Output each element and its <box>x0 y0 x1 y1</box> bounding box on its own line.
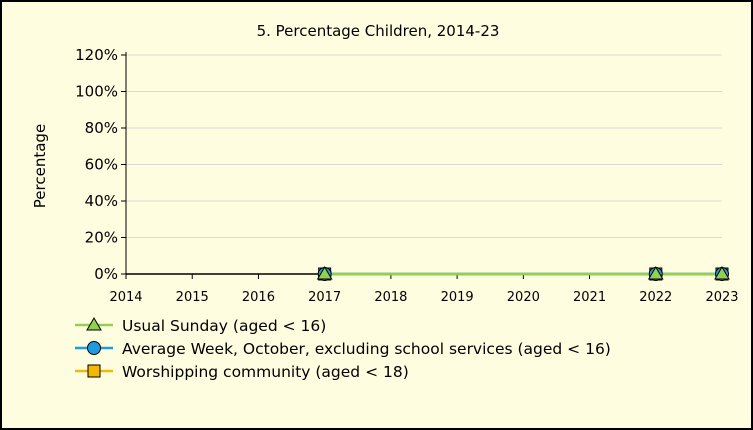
legend-marker-square <box>87 364 101 378</box>
legend-label: Average Week, October, excluding school … <box>122 340 611 358</box>
x-tick-label: 2021 <box>573 290 606 305</box>
y-tick-labels: 0% 20% 40% 60% 80% 100% 120% <box>75 46 118 283</box>
x-tick-label: 2017 <box>308 290 341 305</box>
x-tick-label: 2022 <box>639 290 672 305</box>
chart-title: 5. Percentage Children, 2014-23 <box>257 22 500 40</box>
y-tick-label: 20% <box>85 229 118 247</box>
data-point-triangle <box>714 266 730 280</box>
y-tick-label: 60% <box>85 156 118 174</box>
x-tick-labels: 2014 2015 2016 2017 2018 2019 2020 2021 2022 2023 <box>109 290 738 305</box>
gridlines <box>126 54 722 238</box>
y-tick-label: 40% <box>85 192 118 210</box>
y-tick-label: 0% <box>94 265 118 283</box>
x-tick-label: 2023 <box>705 290 738 305</box>
axes <box>121 52 723 279</box>
x-tick-label: 2015 <box>176 290 209 305</box>
legend-marker-circle <box>87 341 101 355</box>
data-point-triangle <box>647 266 664 280</box>
x-tick-label: 2016 <box>242 290 275 305</box>
y-tick-label: 80% <box>85 119 118 137</box>
y-axis-label: Percentage <box>31 124 49 208</box>
series-layer <box>316 266 730 281</box>
x-tick-label: 2018 <box>374 290 407 305</box>
legend-label: Usual Sunday (aged < 16) <box>122 317 326 335</box>
x-tick-label: 2020 <box>507 290 540 305</box>
legend-label: Worshipping community (aged < 18) <box>122 363 409 381</box>
data-point-triangle <box>316 266 333 280</box>
x-tick-label: 2014 <box>109 290 142 305</box>
y-tick-label: 100% <box>75 83 118 101</box>
legend: Usual Sunday (aged < 16) Average Week, Oc… <box>75 317 611 381</box>
y-tick-label: 120% <box>75 46 118 64</box>
x-tick-label: 2019 <box>441 290 474 305</box>
legend-marker-triangle <box>86 317 102 331</box>
